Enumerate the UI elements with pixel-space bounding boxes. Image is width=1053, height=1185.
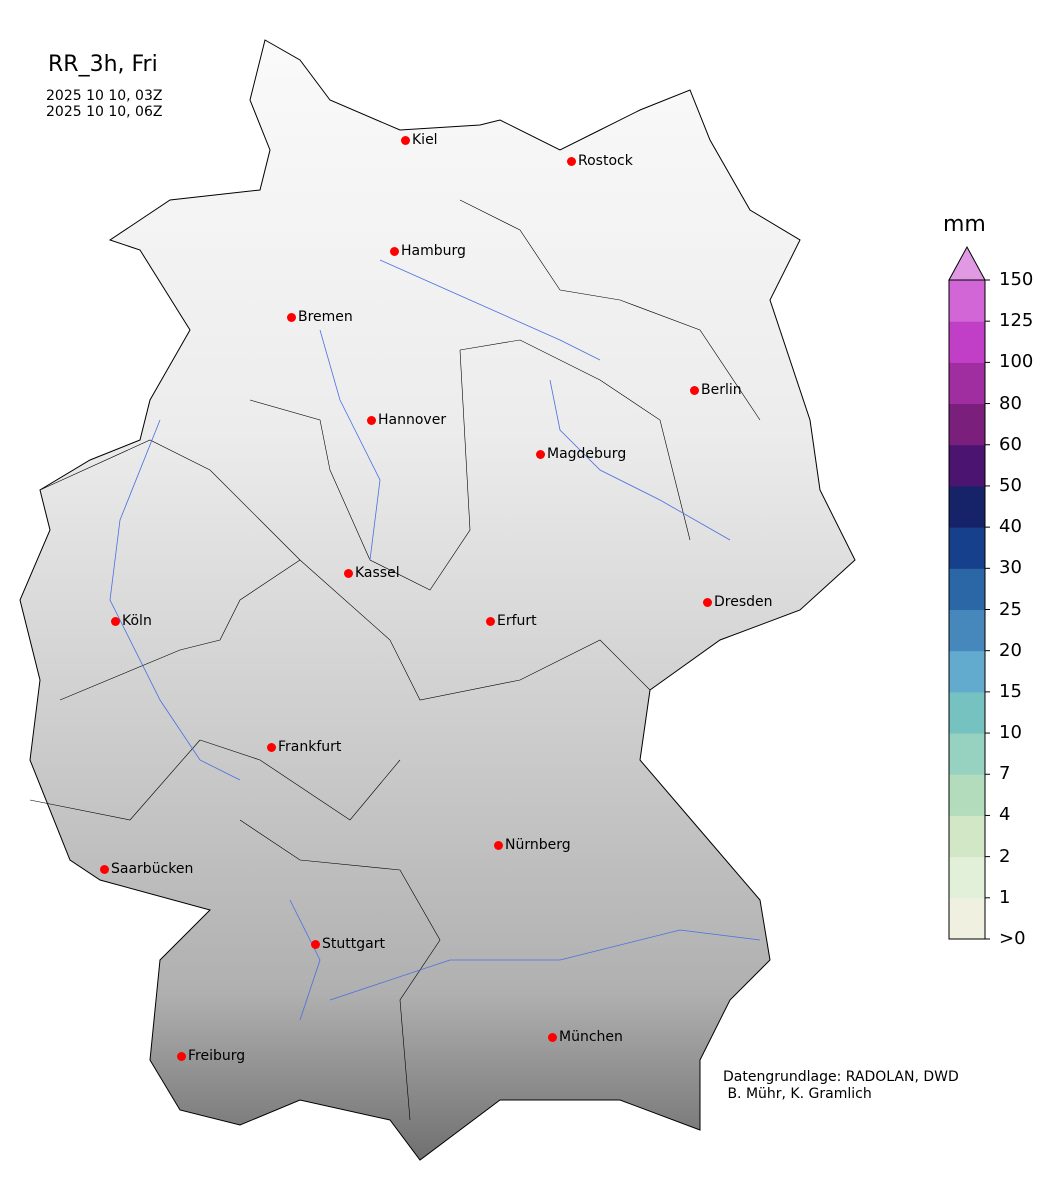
colorbar-segment [949,897,985,940]
city-label: Hamburg [401,243,466,259]
city-saarbücken: Saarbücken [100,861,193,877]
city-marker-dot [111,616,120,626]
colorbar-segment [949,362,985,405]
city-marker-dot [486,616,495,626]
city-label: Berlin [701,382,742,398]
city-berlin: Berlin [690,382,742,398]
colorbar-segment [949,774,985,816]
colorbar-tick-label: 125 [999,310,1034,332]
city-label: Stuttgart [322,936,385,952]
city-kiel: Kiel [401,132,438,148]
rivers [109,259,761,1021]
city-marker-dot [401,135,410,145]
colorbar-segment [949,856,985,899]
city-rostock: Rostock [567,153,633,169]
colorbar-segment [949,321,985,363]
colorbar-tick-label: 80 [999,392,1022,414]
colorbar-tick-label: 15 [999,680,1022,702]
city-marker-dot [367,415,376,425]
city-marker-dot [567,156,576,166]
city-kassel: Kassel [344,565,400,581]
map-title: RR_3h, Fri [48,52,158,77]
city-dresden: Dresden [703,594,773,610]
colorbar-tick-label: 4 [999,804,1011,826]
city-münchen: München [548,1029,623,1045]
city-marker-dot [287,312,296,322]
city-label: Nürnberg [505,837,571,853]
city-marker-dot [703,597,712,607]
city-hamburg: Hamburg [390,243,466,259]
colorbar-tick-label: 25 [999,598,1022,620]
city-frankfurt: Frankfurt [267,739,341,755]
colorbar-tick-label: 40 [999,516,1022,538]
city-marker-dot [536,449,545,459]
colorbar-unit: mm [943,212,986,237]
city-freiburg: Freiburg [177,1048,245,1064]
colorbar-segment [949,815,985,858]
colorbar-tick-label: 100 [999,351,1034,373]
colorbar-tick-label: 150 [999,269,1034,290]
colorbar-tick-label: >0 [999,928,1026,949]
colorbar-extend-arrow [948,245,986,281]
city-magdeburg: Magdeburg [536,446,626,462]
city-label: Bremen [298,309,353,325]
city-bremen: Bremen [287,309,353,325]
city-label: Rostock [578,153,633,169]
credit-authors: B. Mühr, K. Gramlich [723,1086,872,1102]
city-label: Erfurt [497,613,537,629]
colorbar-segment [949,691,985,734]
city-marker-dot [267,742,276,752]
city-erfurt: Erfurt [486,613,537,629]
credit-text: Datengrundlage: RADOLAN, DWD B. Mühr, K.… [723,1069,959,1103]
city-label: München [559,1029,623,1045]
colorbar-tick-label: 2 [999,845,1011,867]
city-marker-dot [494,840,503,850]
colorbar-tick-label: 20 [999,639,1022,661]
colorbar-segment [949,280,985,322]
city-köln: Köln [111,613,152,629]
colorbar-tick-label: 7 [999,763,1011,785]
city-label: Köln [122,613,152,629]
city-label: Hannover [378,412,447,428]
colorbar-tick-label: 10 [999,722,1022,744]
city-label: Frankfurt [278,739,342,755]
colorbar-segment [949,485,985,528]
valid-time-end: 2025 10 10, 06Z [46,104,163,120]
colorbar-segment [949,403,985,446]
colorbar-tick-label: 1 [999,886,1011,908]
city-label: Saarbücken [111,861,194,877]
city-marker-dot [311,939,320,949]
colorbar-tick-label: 50 [999,474,1022,496]
city-marker-dot [690,385,699,395]
credit-source: Datengrundlage: RADOLAN, DWD [723,1069,959,1085]
city-marker-dot [548,1032,557,1042]
colorbar-tick-label: 30 [999,557,1022,579]
city-label: Kiel [412,132,438,148]
city-marker-dot [344,568,353,578]
colorbar-segment [949,733,985,775]
city-label: Freiburg [188,1048,246,1064]
colorbar-segment [949,609,985,652]
city-hannover: Hannover [367,412,446,428]
city-marker-dot [177,1051,186,1061]
city-label: Dresden [714,594,773,610]
city-nürnberg: Nürnberg [494,837,571,853]
city-marker-dot [100,864,109,874]
city-marker-dot [390,246,399,256]
germany-outline [19,39,856,1161]
colorbar-segment [949,527,985,569]
city-label: Magdeburg [547,446,627,462]
colorbar-tick-label: 60 [999,433,1022,455]
colorbar-segment [949,650,985,693]
colorbar-segment [949,568,985,610]
city-stuttgart: Stuttgart [311,936,385,952]
colorbar-segment [949,444,985,487]
valid-time-start: 2025 10 10, 03Z [46,88,163,104]
city-label: Kassel [355,565,400,581]
